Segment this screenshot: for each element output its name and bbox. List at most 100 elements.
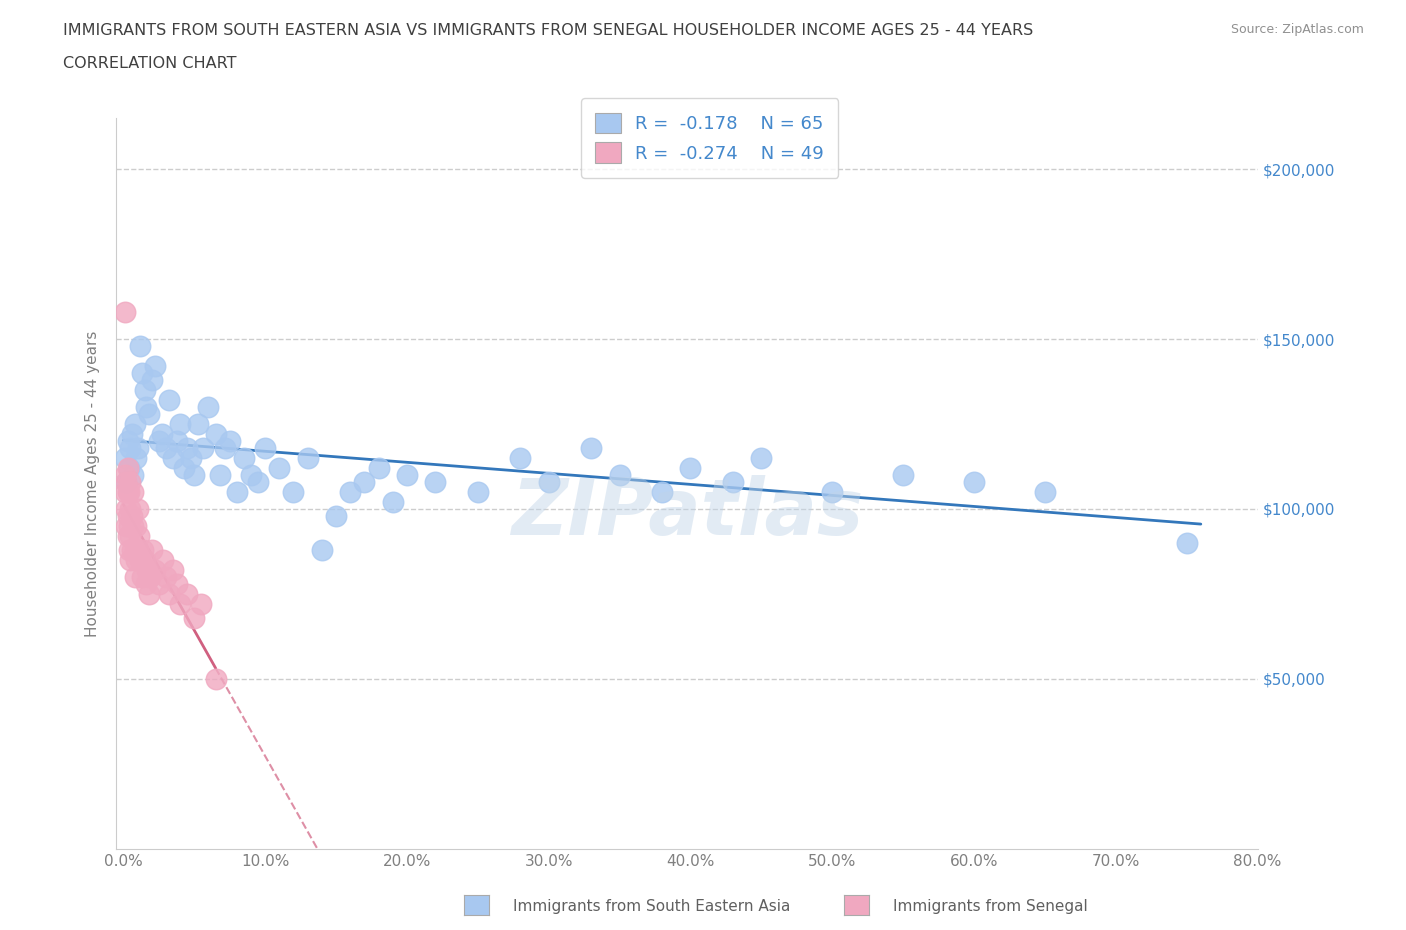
Point [187, 417, 209, 432]
Point [721, 474, 744, 489]
Point [269, 460, 291, 475]
Point [166, 577, 188, 591]
Point [467, 485, 489, 499]
Point [190, 597, 212, 612]
Point [118, 460, 141, 475]
Point [114, 304, 136, 319]
Point [138, 406, 160, 421]
Point [1175, 536, 1198, 551]
Point [122, 468, 145, 483]
Point [173, 460, 195, 475]
Point [197, 400, 219, 415]
Point [239, 468, 262, 483]
Point [124, 542, 146, 557]
Point [134, 552, 156, 567]
Point [191, 441, 214, 456]
Point [125, 519, 148, 534]
Point [117, 460, 139, 475]
Point [204, 427, 226, 442]
Point [135, 577, 157, 591]
Point [125, 552, 148, 567]
Point [121, 427, 143, 442]
Point [169, 417, 191, 432]
Point [120, 552, 142, 567]
Point [141, 542, 163, 557]
Point [143, 359, 166, 374]
Point [120, 501, 142, 516]
Point [963, 474, 986, 489]
Point [118, 519, 141, 534]
Point [218, 433, 240, 448]
Text: Immigrants from South Eastern Asia: Immigrants from South Eastern Asia [513, 899, 790, 914]
Point [232, 450, 254, 465]
Point [325, 509, 347, 524]
Point [162, 450, 184, 465]
Point [225, 485, 247, 499]
Point [150, 427, 173, 442]
Point [124, 417, 146, 432]
Point [395, 468, 418, 483]
Point [651, 485, 673, 499]
Point [139, 569, 162, 584]
Point [367, 460, 389, 475]
Point [114, 468, 136, 483]
Point [120, 528, 142, 543]
Point [339, 485, 361, 499]
Point [141, 372, 163, 387]
Point [131, 365, 153, 380]
Point [155, 569, 177, 584]
Point [134, 382, 156, 397]
Point [118, 542, 141, 557]
Point [132, 542, 155, 557]
Text: Immigrants from Senegal: Immigrants from Senegal [893, 899, 1088, 914]
Point [579, 441, 602, 456]
Point [183, 468, 205, 483]
Point [115, 474, 138, 489]
Point [247, 474, 270, 489]
Point [117, 433, 139, 448]
Point [135, 400, 157, 415]
Text: CORRELATION CHART: CORRELATION CHART [63, 56, 236, 71]
Point [679, 460, 702, 475]
Point [128, 528, 150, 543]
Point [821, 485, 844, 499]
Point [254, 441, 277, 456]
Y-axis label: Householder Income Ages 25 - 44 years: Householder Income Ages 25 - 44 years [86, 330, 100, 637]
Point [297, 450, 319, 465]
Point [152, 552, 174, 567]
Point [120, 441, 142, 456]
Point [115, 474, 138, 489]
Point [115, 519, 138, 534]
Text: ZIPatlas: ZIPatlas [510, 474, 863, 551]
Point [121, 542, 143, 557]
Point [120, 474, 142, 489]
Point [311, 542, 333, 557]
Point [125, 450, 148, 465]
Point [114, 450, 136, 465]
Point [122, 485, 145, 499]
Point [127, 501, 149, 516]
Point [891, 468, 914, 483]
Point [509, 450, 531, 465]
Point [127, 542, 149, 557]
Point [148, 577, 170, 591]
Point [162, 563, 184, 578]
Point [157, 587, 180, 602]
Legend: R =  -0.178    N = 65, R =  -0.274    N = 49: R = -0.178 N = 65, R = -0.274 N = 49 [581, 99, 838, 178]
Point [143, 563, 166, 578]
Point [214, 441, 236, 456]
Point [537, 474, 560, 489]
Point [749, 450, 772, 465]
Point [138, 587, 160, 602]
Text: Source: ZipAtlas.com: Source: ZipAtlas.com [1230, 23, 1364, 36]
Point [122, 519, 145, 534]
Point [204, 671, 226, 686]
Point [114, 485, 136, 499]
Point [121, 509, 143, 524]
Point [183, 610, 205, 625]
Point [129, 552, 152, 567]
Point [157, 392, 180, 407]
Point [155, 441, 177, 456]
Point [381, 495, 404, 510]
Point [176, 441, 198, 456]
